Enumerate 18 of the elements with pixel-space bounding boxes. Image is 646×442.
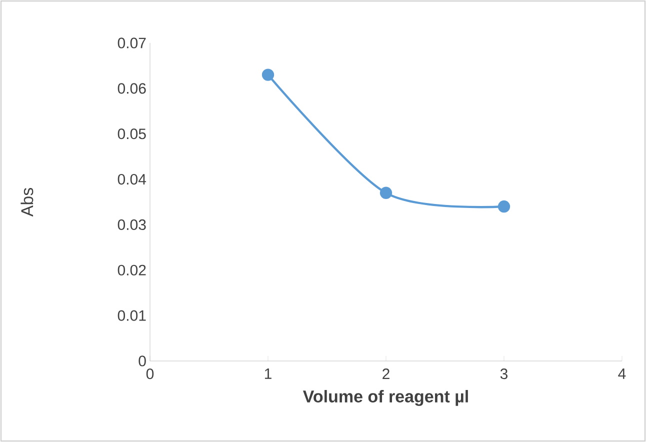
y-tick-label: 0.07 xyxy=(118,38,146,48)
y-axis-title: Abs xyxy=(20,188,34,217)
x-tick-label: 3 xyxy=(500,368,508,380)
y-tick-label: 0.05 xyxy=(118,128,146,140)
point xyxy=(262,68,274,81)
y-tick-label: 0.04 xyxy=(118,174,146,185)
x-tick-label: 2 xyxy=(382,368,390,379)
y-tick-label: 0 xyxy=(138,356,146,366)
y-tick-label: 0.01 xyxy=(118,310,146,321)
x-tick-label: 4 xyxy=(618,368,626,379)
x-tick-label: 1 xyxy=(264,368,272,379)
y-tick-label: 0.02 xyxy=(118,264,146,276)
x-axis-title: Volume of reagent µl xyxy=(302,390,468,406)
x-tick-label: 0 xyxy=(146,368,154,380)
point xyxy=(380,186,392,200)
point xyxy=(498,200,510,213)
y-tick-label: 0.03 xyxy=(118,219,146,230)
y-tick-label: 0.06 xyxy=(118,83,146,94)
